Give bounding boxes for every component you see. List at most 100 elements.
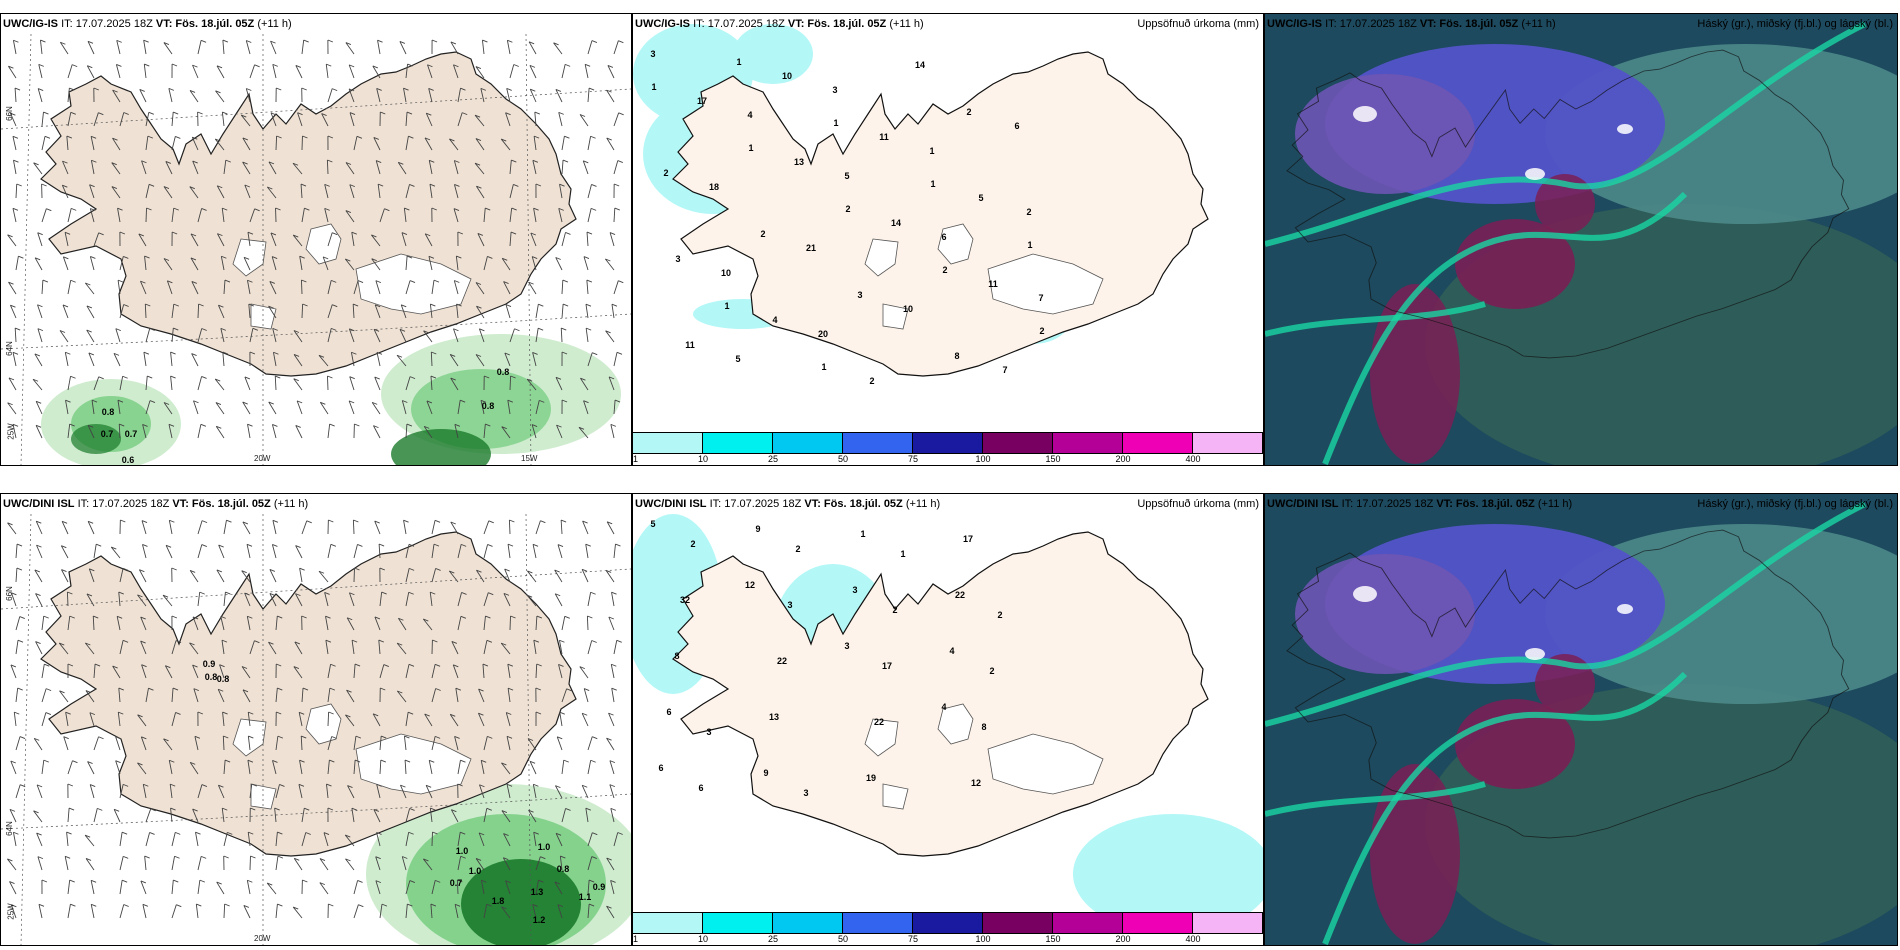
wind-barb: [448, 570, 459, 583]
wind-barb: [353, 760, 356, 775]
wind-barb: [15, 544, 18, 559]
wind-barb: [450, 377, 459, 391]
wind-barb-flag: [8, 281, 14, 285]
wind-barb: [559, 640, 563, 655]
panel-title: UWC/DINI ISL IT: 17.07.2025 18Z VT: Fös.…: [635, 498, 941, 510]
wind-barb: [301, 40, 305, 55]
wind-barb: [301, 520, 308, 535]
legend-tick: 150: [1045, 454, 1061, 464]
wind-barb: [327, 88, 333, 103]
wind-barb-flag: [606, 905, 612, 909]
wind-barb: [301, 688, 304, 703]
wind-barb: [170, 808, 173, 823]
wind-barb: [300, 279, 303, 295]
wind-barb-flag: [85, 282, 91, 286]
wind-barb: [268, 641, 277, 655]
wind-barb-flag: [380, 759, 386, 763]
wind-barb-flag: [325, 639, 332, 643]
wind-barb: [379, 208, 385, 223]
wind-barb: [586, 232, 589, 247]
wind-barb-flag: [268, 161, 275, 165]
wind-barb: [478, 328, 485, 343]
wind-barb-flag: [406, 255, 413, 259]
wind-barb: [560, 327, 563, 343]
wind-barb-flag: [377, 183, 384, 187]
wind-barb: [475, 66, 485, 79]
wind-barb-flag: [358, 904, 364, 908]
wind-barb-flag: [64, 231, 71, 235]
wind-barb: [37, 232, 43, 247]
wind-barb-flag: [527, 570, 533, 574]
wind-barb: [561, 304, 564, 319]
wind-barb: [248, 304, 251, 319]
wind-barb-flag: [565, 808, 571, 811]
wind-barb: [481, 40, 485, 55]
wind-barb: [345, 714, 355, 727]
wind-barb-flag: [34, 353, 41, 357]
wind-barb: [327, 664, 332, 679]
wind-barb-flag: [36, 520, 42, 524]
precip-value: 1: [736, 57, 742, 67]
wind-barb-flag: [451, 641, 458, 644]
wind-barb-flag: [113, 808, 120, 812]
wind-barb: [396, 690, 407, 703]
wind-barb-flag: [170, 783, 176, 787]
wind-barb: [379, 664, 385, 679]
wind-barb: [272, 328, 277, 343]
wind-barb: [587, 736, 593, 751]
wind-barb-flag: [318, 570, 325, 574]
wind-barb-flag: [137, 594, 143, 598]
wind-barb-flag: [479, 328, 485, 332]
wind-barb-flag: [223, 855, 229, 859]
wind-barb-flag: [408, 567, 415, 571]
wind-barb: [13, 712, 17, 727]
wind-barb: [453, 208, 459, 223]
wind-barb-flag: [295, 425, 301, 428]
wind-barb-flag: [7, 234, 13, 238]
wind-barb-flag: [201, 328, 207, 331]
wind-barb: [505, 712, 511, 727]
wind-barb: [35, 521, 43, 535]
wind-barb: [269, 593, 277, 607]
wind-barb: [168, 88, 173, 103]
wind-barb: [137, 762, 147, 775]
wind-barb: [63, 736, 69, 751]
wind-barb: [139, 89, 147, 103]
wind-barb: [509, 160, 512, 175]
wind-barb: [140, 280, 147, 295]
wind-barb: [509, 64, 515, 79]
wind-barb: [86, 329, 95, 343]
wind-barb: [59, 330, 69, 343]
wind-barb: [301, 303, 304, 319]
lon-label-25: 25W: [6, 903, 16, 920]
wind-barb-flag: [63, 736, 69, 740]
wind-barb-flag: [7, 402, 13, 406]
wind-barb: [223, 160, 227, 175]
wind-barb-flag: [592, 736, 598, 740]
wind-barb: [192, 64, 199, 79]
wind-barb: [247, 736, 251, 751]
wind-barb: [137, 594, 147, 607]
wind-barb: [457, 760, 461, 775]
wind-barb: [293, 666, 303, 679]
wind-barb-flag: [72, 760, 78, 764]
low-cloud-band: [1265, 501, 1867, 727]
wind-barb-flag: [329, 759, 335, 763]
wind-barb-flag: [14, 711, 20, 715]
wind-barb: [404, 760, 407, 775]
wind-barb-flag: [578, 426, 585, 430]
wind-barb-flag: [559, 639, 565, 643]
legend-swatch: [983, 913, 1053, 933]
precip-map: [633, 494, 1263, 945]
wind-barb: [423, 426, 433, 439]
wind-barb: [613, 400, 616, 415]
wind-barb: [138, 569, 147, 583]
wind-barb-flag: [351, 639, 358, 643]
wind-barb-flag: [605, 258, 611, 262]
wind-barb: [351, 808, 355, 823]
wind-barb: [163, 258, 173, 271]
legend-swatch: [983, 433, 1053, 453]
legend-swatch: [843, 913, 913, 933]
wind-barb: [268, 161, 277, 175]
wind-barb-flag: [192, 136, 198, 140]
